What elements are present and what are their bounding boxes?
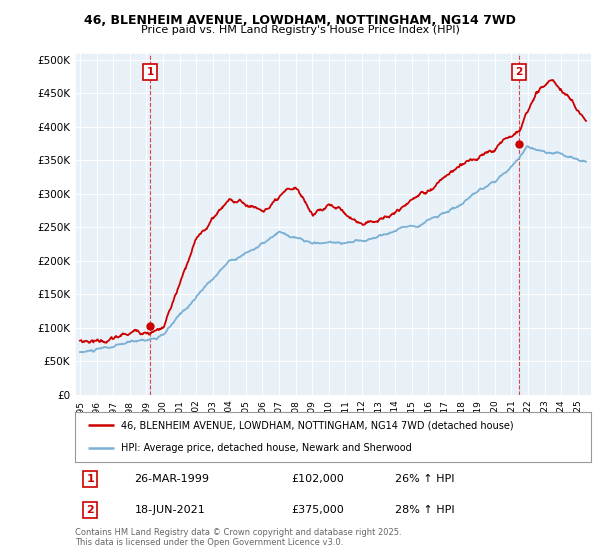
Text: HPI: Average price, detached house, Newark and Sherwood: HPI: Average price, detached house, Newa… xyxy=(121,444,412,454)
Text: 46, BLENHEIM AVENUE, LOWDHAM, NOTTINGHAM, NG14 7WD (detached house): 46, BLENHEIM AVENUE, LOWDHAM, NOTTINGHAM… xyxy=(121,420,514,430)
Text: Price paid vs. HM Land Registry's House Price Index (HPI): Price paid vs. HM Land Registry's House … xyxy=(140,25,460,35)
Text: Contains HM Land Registry data © Crown copyright and database right 2025.
This d: Contains HM Land Registry data © Crown c… xyxy=(75,528,401,547)
Text: £375,000: £375,000 xyxy=(292,505,344,515)
Text: 28% ↑ HPI: 28% ↑ HPI xyxy=(395,505,455,515)
Text: 26-MAR-1999: 26-MAR-1999 xyxy=(134,474,209,484)
Text: 2: 2 xyxy=(86,505,94,515)
Text: 1: 1 xyxy=(146,67,154,77)
Text: 46, BLENHEIM AVENUE, LOWDHAM, NOTTINGHAM, NG14 7WD: 46, BLENHEIM AVENUE, LOWDHAM, NOTTINGHAM… xyxy=(84,14,516,27)
Text: £102,000: £102,000 xyxy=(292,474,344,484)
Text: 2: 2 xyxy=(515,67,523,77)
Text: 18-JUN-2021: 18-JUN-2021 xyxy=(134,505,205,515)
Text: 26% ↑ HPI: 26% ↑ HPI xyxy=(395,474,454,484)
Text: 1: 1 xyxy=(86,474,94,484)
